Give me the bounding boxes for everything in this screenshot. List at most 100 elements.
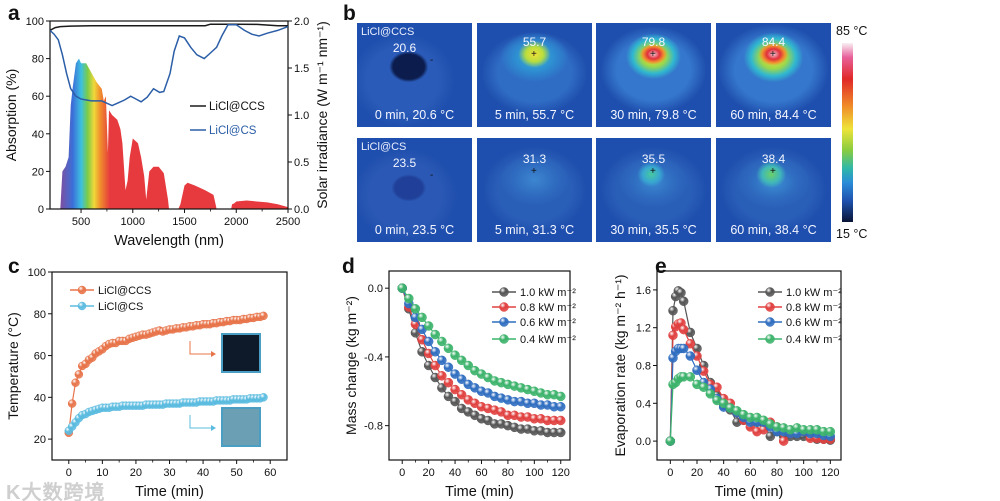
data-point [450, 384, 460, 395]
data-point [463, 360, 474, 371]
data-point [71, 378, 80, 387]
data-point [443, 343, 454, 354]
data-point [259, 311, 268, 321]
data-point [437, 336, 447, 347]
data-point [450, 369, 460, 379]
y2-tick-label: 0.5 [294, 157, 309, 169]
x-tick-label: 1000 [121, 216, 145, 228]
y-tick-label: 40 [32, 129, 44, 141]
chart-c [48, 271, 288, 464]
data-point [259, 393, 268, 402]
image-caption: 5 min, 31.3 °C [494, 223, 575, 237]
x-axis-title: Time (min) [445, 484, 514, 500]
data-point [765, 431, 776, 442]
thermal-image: LiCl@CCS 20.6 - 0 min, 20.6 °C [357, 23, 472, 127]
data-point [665, 436, 676, 446]
data-point [678, 324, 689, 335]
data-point [423, 336, 434, 347]
image-caption: 60 min, 38.4 °C [730, 223, 817, 237]
spot-temperature: 38.4 [761, 152, 786, 166]
data-point [556, 391, 566, 402]
y-tick-label: 80 [34, 309, 46, 321]
data-point [404, 293, 414, 304]
data-point [443, 391, 454, 402]
data-point [556, 401, 566, 412]
data-point [705, 389, 716, 399]
x-tick-label: 50 [231, 467, 243, 479]
crosshair-icon: + [650, 166, 656, 177]
legend-marker [499, 302, 509, 312]
y-tick-label: 60 [32, 91, 44, 103]
data-point [556, 415, 566, 426]
legend-label: 1.0 kW m⁻² [786, 287, 842, 299]
data-point [825, 426, 836, 437]
data-point [668, 305, 678, 316]
y2-tick-label: 1.0 [294, 110, 309, 122]
y-tick-label: 0.0 [636, 436, 651, 448]
chart-a [46, 20, 292, 213]
x-tick-label: 2500 [276, 216, 300, 228]
x-tick-label: 10 [96, 467, 108, 479]
thermal-image: 38.4 +60 min, 38.4 °C [716, 138, 831, 242]
image-caption: 30 min, 79.8 °C [610, 108, 697, 122]
data-point [437, 383, 447, 393]
axes-frame [49, 20, 289, 210]
legend-label: 0.8 kW m⁻² [786, 302, 842, 314]
thermal-image: 84.4 +60 min, 84.4 °C [716, 23, 831, 127]
image-caption: 60 min, 84.4 °C [730, 108, 817, 122]
sample-label: LiCl@CS [361, 141, 407, 153]
y-tick-label: 100 [26, 16, 44, 28]
sample-label: LiCl@CCS [361, 26, 415, 38]
x-tick-label: 30 [163, 467, 175, 479]
data-point [443, 362, 454, 372]
cs-sample-photo [221, 407, 261, 447]
x-tick-label: 0 [399, 467, 405, 479]
crosshair-icon: + [770, 166, 776, 177]
legend-marker [765, 287, 775, 297]
crosshair-icon: + [650, 49, 656, 60]
x-tick-label: 60 [744, 467, 756, 479]
spot-temperature: 55.7 [522, 35, 547, 49]
crosshair-icon: - [430, 55, 434, 66]
spot-temperature: 79.8 [641, 35, 666, 49]
legend-marker [499, 287, 509, 297]
x-tick-label: 80 [502, 467, 514, 479]
ccs-sample-photo [221, 333, 261, 373]
y-tick-label: 0.8 [636, 361, 651, 373]
series-group [50, 23, 288, 107]
arrowhead-cs-icon [211, 425, 216, 431]
x-tick-label: 80 [771, 467, 783, 479]
y2-tick-label: 0.0 [294, 204, 309, 216]
watermark-logo: K大数跨境 [6, 482, 106, 501]
y-tick-label: 1.2 [636, 323, 651, 335]
legend-label: LiCl@CS [98, 301, 143, 313]
x-tick-label: 40 [197, 467, 209, 479]
arrow-ccs-icon [189, 341, 211, 355]
data-point [423, 321, 434, 331]
data-point [778, 436, 789, 446]
crosshair-icon: + [531, 49, 537, 60]
data-point [417, 312, 427, 323]
legend-marker [499, 317, 509, 327]
data-point [450, 396, 460, 407]
y2-tick-label: 2.0 [294, 16, 309, 28]
legend-marker [499, 334, 509, 344]
legend-label: 1.0 kW m⁻² [520, 287, 576, 299]
y-tick-label: -0.4 [364, 352, 383, 364]
x-tick-label: 40 [718, 467, 730, 479]
series-group [397, 283, 566, 438]
thermal-image: 79.8 +30 min, 79.8 °C [596, 23, 711, 127]
chart-e [653, 270, 842, 464]
thermal-image: LiCl@CS 23.5 - 0 min, 23.5 °C [357, 138, 472, 242]
data-point [74, 370, 84, 379]
y-axis-title: Evaporation rate (kg m⁻² h⁻¹) [612, 274, 628, 456]
panel-label-d: d [342, 255, 355, 278]
y-axis-title: Absorption (%) [3, 69, 19, 162]
data-point [692, 365, 702, 375]
thermal-image: 55.7 +5 min, 55.7 °C [477, 23, 592, 127]
legend-label: LiCl@CS [209, 125, 257, 137]
data-point [685, 339, 696, 349]
solar-irradiance-area [60, 58, 288, 209]
x-tick-label: 2000 [224, 216, 248, 228]
x-tick-label: 60 [475, 467, 487, 479]
